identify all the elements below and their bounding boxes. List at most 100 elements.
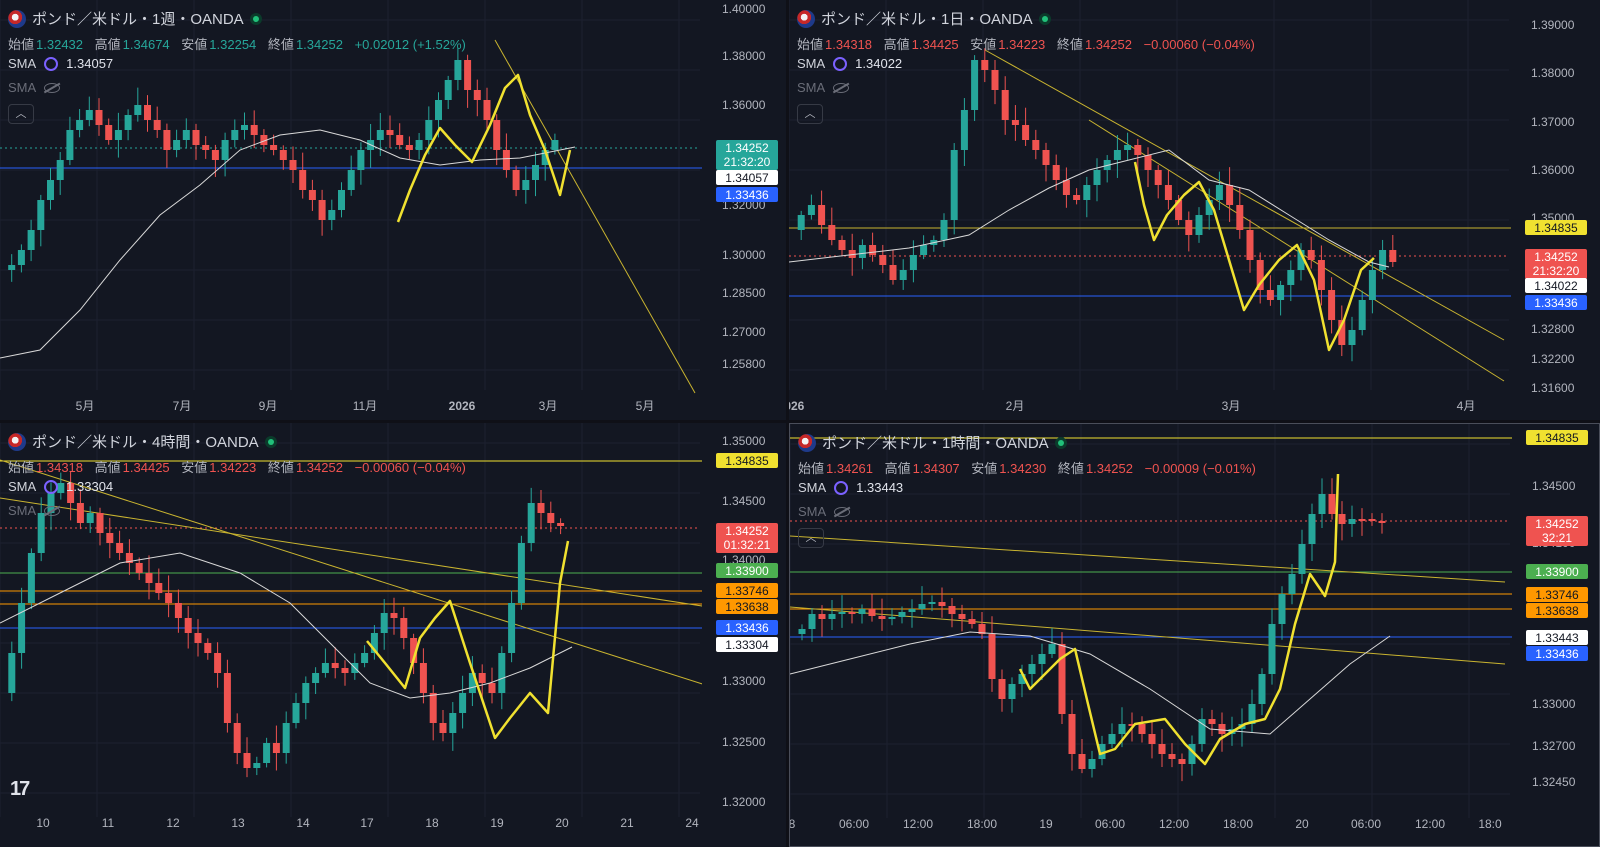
sma-legend[interactable]: SMA 1.33443 bbox=[798, 480, 904, 495]
sma-hidden-legend[interactable]: SMA bbox=[798, 504, 851, 519]
chart-canvas-4h[interactable]: 1.350001.345001.340001.330001.325001.320… bbox=[0, 423, 786, 847]
price-tag-label: 1.33443 bbox=[1535, 631, 1579, 645]
price-tag bbox=[716, 563, 778, 578]
candle-body bbox=[478, 673, 486, 683]
price-tick-label: 1.25800 bbox=[722, 357, 766, 371]
candle-body bbox=[978, 624, 986, 634]
chart-pane-1h[interactable]: 1.345001.341001.330001.327001.32450806:0… bbox=[789, 423, 1600, 847]
candle-body bbox=[1328, 290, 1336, 320]
candle-body bbox=[192, 130, 200, 145]
symbol-title[interactable]: ポンド／米ドル・1週・OANDA bbox=[8, 8, 262, 29]
trend-line bbox=[790, 606, 1506, 665]
candle-body bbox=[502, 150, 510, 170]
chart-pane-daily[interactable]: 1.39000 1.38000 1.37000 1.36000 1.35000 1.328… bbox=[789, 0, 1600, 420]
sma-hidden-legend[interactable]: SMA bbox=[797, 80, 850, 95]
time-tick-label: 20 bbox=[1295, 817, 1309, 831]
sma-legend[interactable]: SMA 1.33304 bbox=[8, 479, 114, 494]
collapse-legend-button[interactable]: ︿ bbox=[798, 528, 824, 548]
candle-body bbox=[1073, 195, 1081, 200]
price-tag bbox=[716, 583, 778, 598]
sma-legend[interactable]: SMA 1.34057 bbox=[8, 56, 114, 71]
price-tag bbox=[716, 523, 778, 553]
sma-hidden-legend[interactable]: SMA bbox=[8, 503, 61, 518]
price-tag-label: 1.34835 bbox=[1534, 221, 1578, 235]
time-tick-label: 14 bbox=[296, 816, 310, 830]
candle-body bbox=[347, 170, 355, 190]
price-tick-label: 1.33000 bbox=[1532, 697, 1576, 711]
candle-body bbox=[908, 609, 916, 612]
candle-body bbox=[1258, 674, 1266, 704]
candle-body bbox=[425, 120, 433, 140]
sma-line bbox=[790, 631, 1391, 735]
sma-settings-icon[interactable] bbox=[44, 479, 59, 494]
time-tick-label: 3月 bbox=[539, 399, 558, 413]
hidden-eye-icon[interactable] bbox=[44, 82, 61, 93]
chart-pane-weekly[interactable]: 1.400001.380001.360001.342521.320001.300… bbox=[0, 0, 786, 420]
price-tick-label: 1.32800 bbox=[1531, 322, 1575, 336]
candle-body bbox=[807, 205, 815, 215]
candle-body bbox=[241, 125, 248, 130]
pattern-drawing bbox=[366, 540, 570, 740]
candle-body bbox=[243, 753, 251, 768]
price-axis bbox=[702, 0, 786, 420]
price-tag bbox=[1525, 249, 1587, 279]
chart-canvas-weekly[interactable]: 1.400001.380001.360001.342521.320001.300… bbox=[0, 0, 786, 420]
candle-body bbox=[125, 553, 133, 563]
chart-canvas-daily[interactable]: 1.390001.380001.370001.360001.350001.328… bbox=[789, 0, 1600, 420]
chart-canvas-1h[interactable]: 1.345001.341001.330001.327001.32450806:0… bbox=[790, 424, 1600, 847]
price-tag-label: 1.33638 bbox=[725, 600, 769, 614]
sma-settings-icon[interactable] bbox=[834, 480, 849, 495]
candle-body bbox=[1358, 300, 1366, 330]
tradingview-logo[interactable]: 17 bbox=[10, 778, 30, 800]
price-tick-label: 1.32450 bbox=[1532, 775, 1576, 789]
price-axis bbox=[1511, 0, 1600, 420]
price-tick-label: 1.33000 bbox=[722, 674, 766, 688]
candle-body bbox=[67, 483, 75, 503]
price-tag bbox=[1526, 564, 1588, 579]
candle-body bbox=[988, 634, 996, 679]
candle-body bbox=[76, 503, 84, 523]
chart-pane-4h[interactable]: 1.35000 1.34500 1.34000 1.33000 1.32500 1.320… bbox=[0, 423, 786, 847]
candle-body bbox=[405, 145, 413, 150]
sma-legend[interactable]: SMA 1.34022 bbox=[797, 56, 903, 71]
hidden-eye-icon[interactable] bbox=[833, 82, 850, 93]
candle-body bbox=[1168, 754, 1176, 759]
candle-body bbox=[1348, 330, 1356, 345]
price-tag-label: 1.33900 bbox=[725, 564, 769, 578]
hidden-eye-icon[interactable] bbox=[44, 505, 61, 516]
price-tag bbox=[1526, 603, 1588, 618]
symbol-title[interactable]: ポンド／米ドル・4時間・OANDA bbox=[8, 431, 277, 452]
price-tick-label: 1.28500 bbox=[722, 286, 766, 300]
candle-body bbox=[95, 110, 103, 125]
sma-hidden-legend[interactable]: SMA bbox=[8, 80, 61, 95]
time-tick-label: 7月 bbox=[173, 399, 192, 413]
collapse-legend-button[interactable]: ︿ bbox=[8, 104, 34, 124]
market-open-icon bbox=[1038, 12, 1051, 25]
candle-body bbox=[1138, 724, 1146, 734]
candle-body bbox=[86, 513, 94, 523]
hidden-eye-icon[interactable] bbox=[834, 506, 851, 517]
candle-body bbox=[1338, 514, 1346, 524]
collapse-legend-button[interactable]: ︿ bbox=[797, 104, 823, 124]
candle-body bbox=[429, 693, 437, 723]
time-tick-label: 2026 bbox=[449, 399, 476, 413]
symbol-title[interactable]: ポンド／米ドル・1日・OANDA bbox=[797, 8, 1051, 29]
candle-body bbox=[1148, 734, 1156, 744]
candle-body bbox=[818, 205, 826, 225]
candle-body bbox=[194, 633, 202, 643]
candle-body bbox=[233, 723, 241, 753]
price-tick-label: 1.35000 bbox=[722, 434, 766, 448]
candle-body bbox=[1208, 719, 1216, 724]
candle-body bbox=[920, 245, 928, 255]
candle-body bbox=[879, 255, 887, 265]
price-tick-label: 1.36000 bbox=[1531, 163, 1575, 177]
symbol-title[interactable]: ポンド／米ドル・1時間・OANDA bbox=[798, 432, 1067, 453]
sma-settings-icon[interactable] bbox=[44, 56, 59, 71]
candle-body bbox=[1124, 145, 1132, 150]
price-tag-label: 1.33746 bbox=[725, 584, 769, 598]
price-tick-label: 1.34500 bbox=[1532, 479, 1576, 493]
candle-body bbox=[981, 60, 989, 70]
candle-body bbox=[449, 713, 457, 733]
sma-settings-icon[interactable] bbox=[833, 56, 848, 71]
candle-body bbox=[498, 653, 506, 693]
